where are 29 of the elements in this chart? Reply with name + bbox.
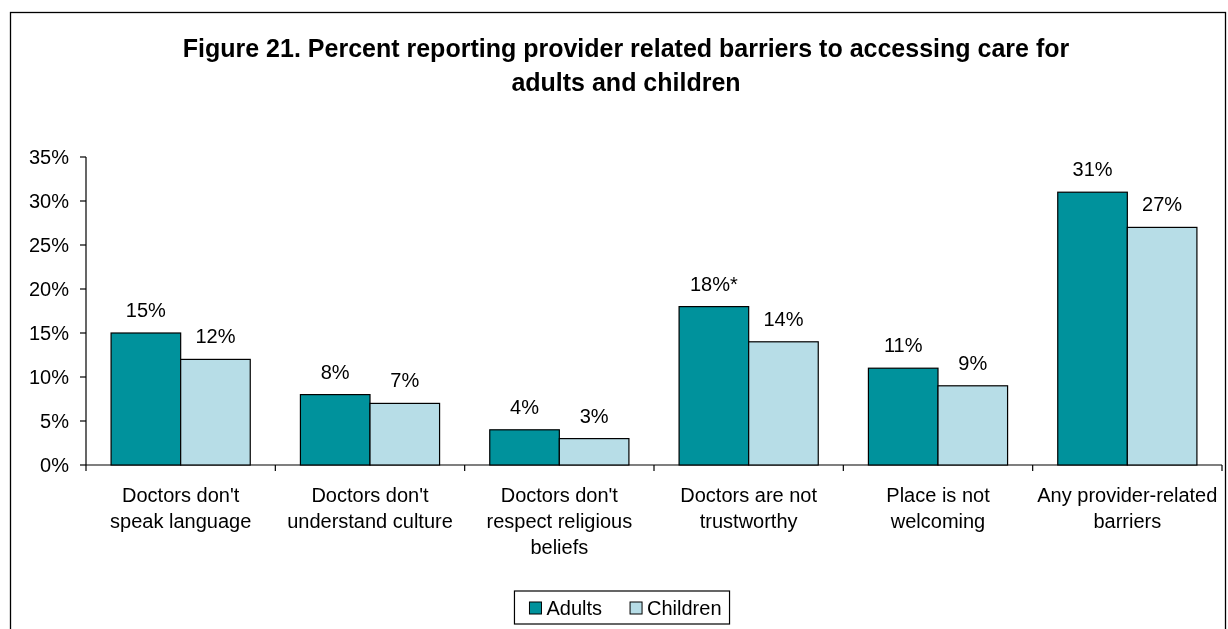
data-label: 7% xyxy=(390,369,420,392)
chart-title: Figure 21. Percent reporting provider related barriers to accessing care for adults and children xyxy=(182,34,1070,96)
x-tick-label: Doctors don't respect religious beliefs xyxy=(486,484,633,558)
y-tick-label: 35% xyxy=(28,146,70,168)
y-tick-label: 30% xyxy=(28,190,70,212)
legend-label: Adults xyxy=(546,597,603,619)
x-tick-label: Doctors don't understand culture xyxy=(287,484,453,532)
x-tick-label: Place is not welcoming xyxy=(886,484,991,532)
data-label: 8% xyxy=(320,360,350,383)
data-label: 15% xyxy=(125,299,167,321)
data-label: 31% xyxy=(1072,158,1113,181)
data-label: 9% xyxy=(958,351,988,374)
x-tick-label: Any provider-related barriers xyxy=(1037,484,1218,532)
data-label: 4% xyxy=(510,395,540,418)
y-tick-label: 20% xyxy=(28,278,70,300)
y-tick-label: 25% xyxy=(28,234,70,256)
data-label: 14% xyxy=(763,307,804,330)
y-tick-label: 0% xyxy=(40,454,70,476)
x-tick-label: Doctors don't speak language xyxy=(110,484,252,532)
data-label: 18%* xyxy=(689,272,738,295)
y-tick-label: 15% xyxy=(28,322,70,344)
data-label: 3% xyxy=(579,404,609,427)
x-tick-label: Doctors are not trustworthy xyxy=(680,484,818,532)
y-tick-label: 10% xyxy=(28,366,70,388)
legend-label: Children xyxy=(647,597,722,619)
data-label: 27% xyxy=(1142,193,1183,216)
data-label: 11% xyxy=(883,334,923,357)
y-tick-label: 5% xyxy=(40,410,70,432)
data-label: 12% xyxy=(195,325,236,348)
